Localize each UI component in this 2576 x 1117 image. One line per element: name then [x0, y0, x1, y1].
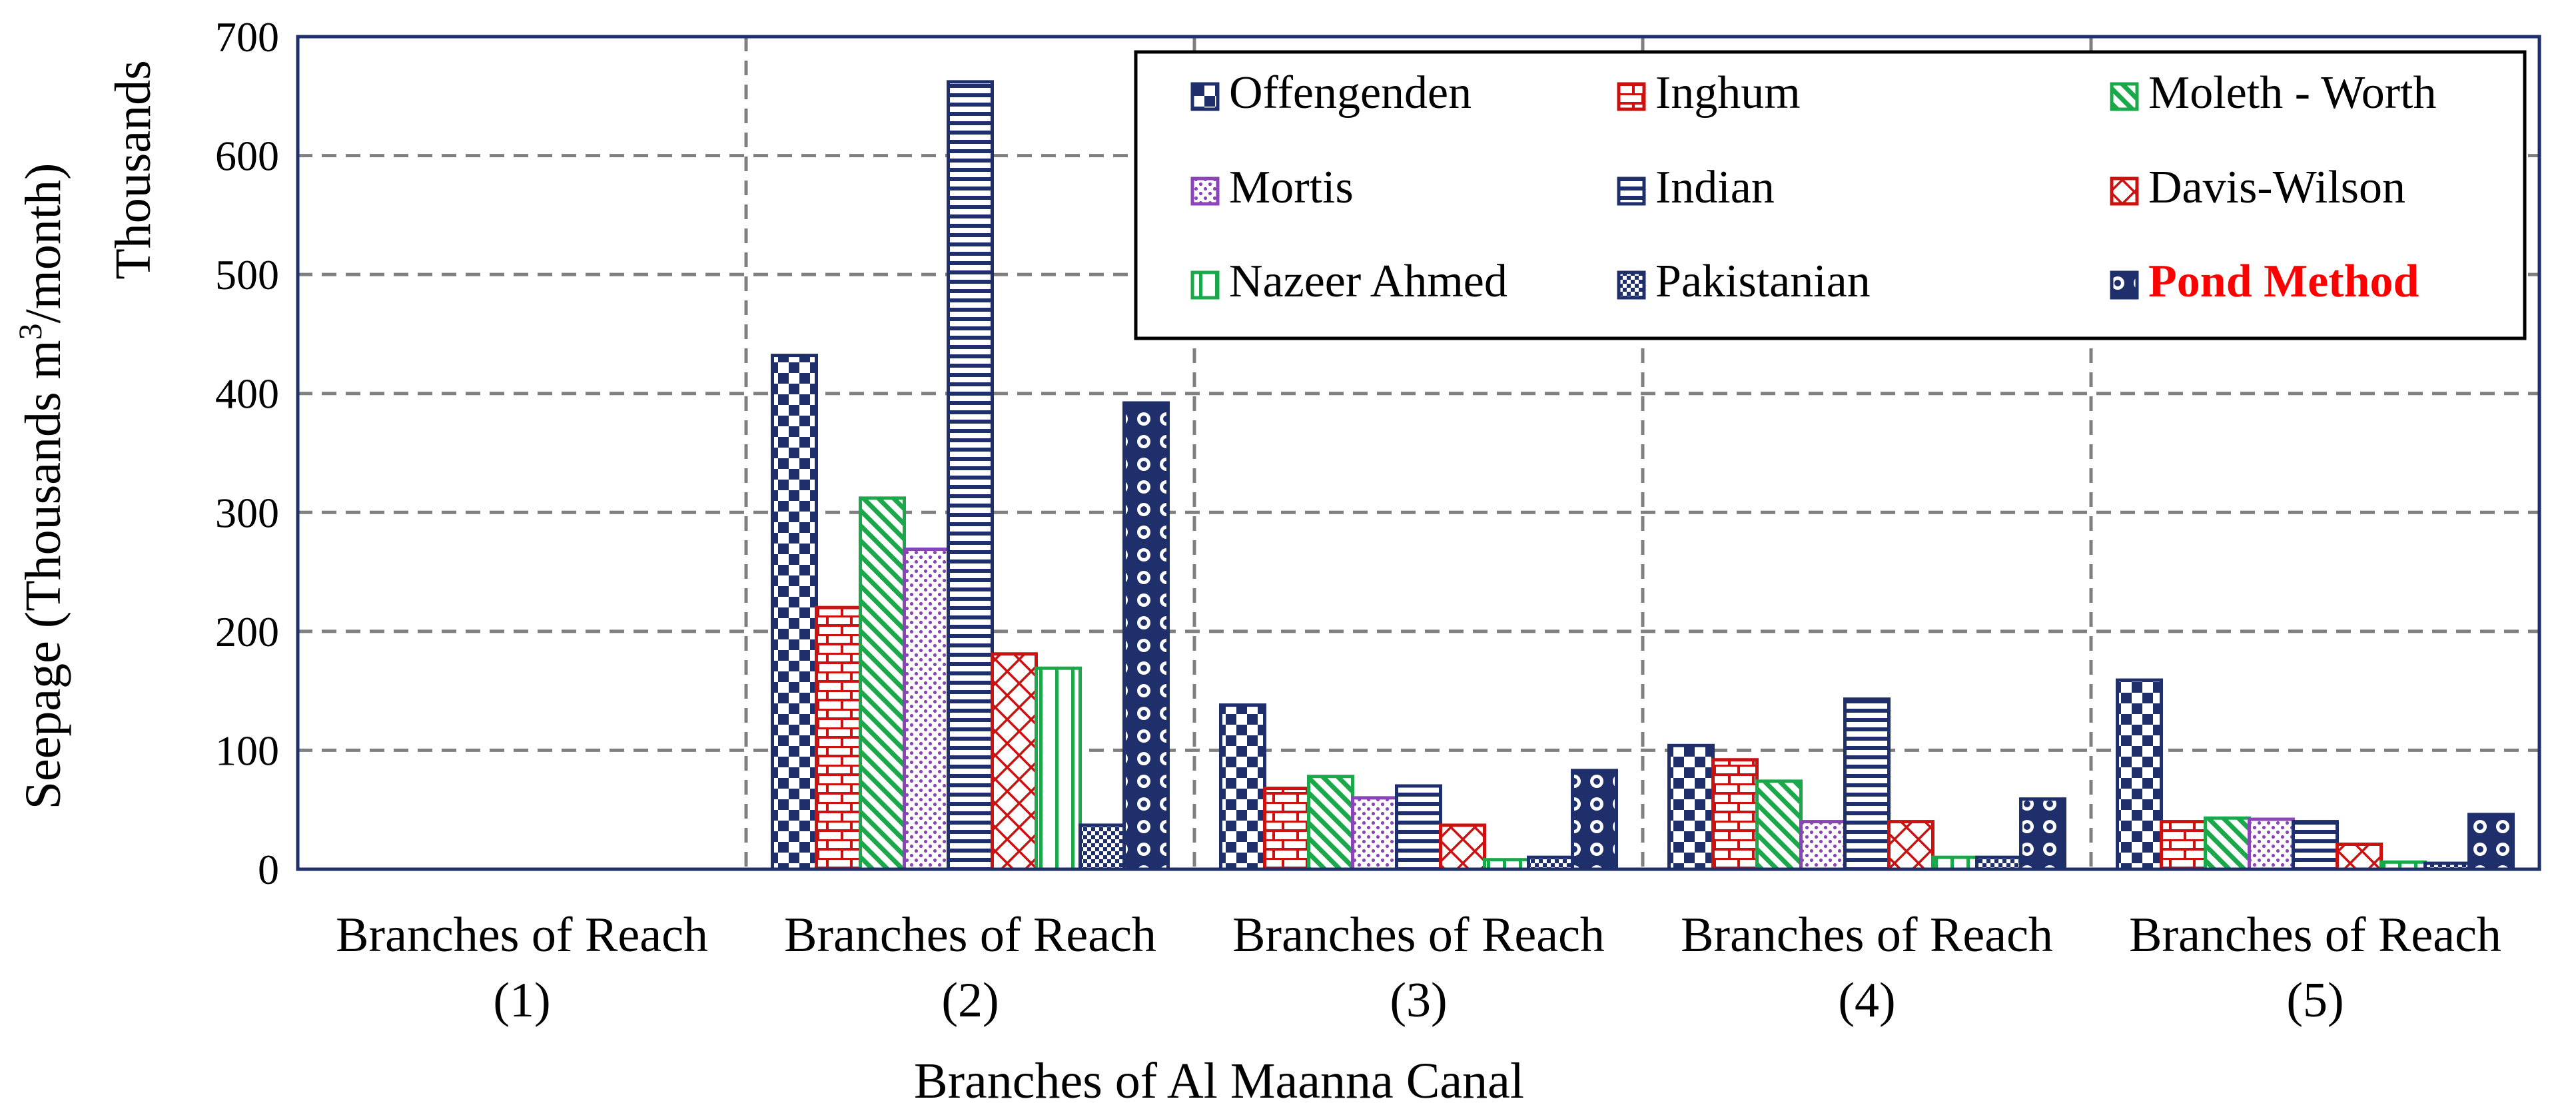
legend-label-moleth-worth: Moleth - Worth	[2148, 67, 2436, 119]
x-axis-title: Branches of Al Maanna Canal	[914, 1053, 1524, 1109]
y-tick-label: 600	[215, 133, 279, 180]
bar-pond-method	[1571, 769, 1618, 871]
legend-label-mortis: Mortis	[1229, 162, 1354, 213]
x-category-number: (1)	[493, 973, 550, 1028]
bar-indian	[2292, 820, 2339, 871]
bar-pond-method	[1122, 401, 1170, 871]
bar-indian	[1843, 697, 1891, 871]
bar-inghum	[2160, 820, 2207, 871]
bar-offengenden	[1219, 703, 1266, 871]
bar-mortis	[1351, 796, 1398, 871]
bar-mortis	[903, 548, 950, 871]
gridlines	[298, 37, 2539, 869]
bar-davis-wilson	[2336, 843, 2383, 871]
legend-swatch-indian	[1617, 177, 1646, 206]
legend-label-offengenden: Offengenden	[1229, 67, 1472, 119]
bar-inghum	[815, 605, 862, 871]
bar-indian	[1395, 784, 1442, 871]
bar-offengenden	[1667, 743, 1715, 871]
bar-moleth-worth	[859, 496, 906, 871]
legend-label-pakistanian: Pakistanian	[1655, 256, 1871, 307]
y-tick-label: 300	[215, 489, 279, 536]
y-unit-label: Thousands	[105, 60, 161, 279]
x-category-label: Branches of Reach	[1681, 908, 2053, 962]
legend-box	[1134, 50, 2527, 340]
bar-offengenden	[771, 354, 818, 871]
y-tick-label: 100	[215, 727, 279, 774]
y-axis-title-superscript: 3	[11, 323, 49, 340]
bar-inghum	[1263, 787, 1310, 871]
y-tick-label: 200	[215, 608, 279, 655]
x-category-number: (4)	[1838, 973, 1895, 1028]
x-category-number: (3)	[1390, 973, 1447, 1028]
legend-swatch-pond-method	[2110, 270, 2139, 300]
x-category-label: Branches of Reach	[2129, 908, 2501, 962]
x-axis-categories: Branches of Reach (1) Branches of Reach (2)…	[336, 908, 2501, 1028]
bar-moleth-worth	[2204, 816, 2251, 871]
legend-swatch-nazeer-ahmed	[1190, 270, 1220, 300]
bar-mortis	[1799, 820, 1847, 871]
bar-pakistanian	[1975, 855, 2022, 871]
y-tick-label: 400	[215, 370, 279, 418]
y-axis-title: Seepage (Thousands m3/month)	[11, 163, 71, 810]
legend-swatch-mortis	[1190, 177, 1220, 206]
bar-pond-method	[2467, 813, 2515, 871]
bar-pond-method	[2019, 797, 2066, 871]
x-category-label: Branches of Reach	[784, 908, 1156, 962]
legend-swatch-moleth-worth	[2110, 82, 2139, 111]
bar-davis-wilson	[991, 652, 1038, 871]
bar-nazeer-ahmed	[1931, 855, 1978, 871]
y-tick-label: 500	[215, 251, 279, 298]
bar-pakistanian	[1527, 855, 1574, 871]
legend-label-nazeer-ahmed: Nazeer Ahmed	[1229, 256, 1507, 307]
legend-label-indian: Indian	[1655, 162, 1775, 213]
legend-swatch-inghum	[1617, 82, 1646, 111]
bar-mortis	[2248, 817, 2295, 871]
bar-davis-wilson	[1887, 820, 1934, 871]
legend-label-pond-method: Pond Method	[2148, 256, 2419, 307]
legend-label-inghum: Inghum	[1655, 67, 1801, 119]
x-category-label: Branches of Reach	[1232, 908, 1605, 962]
bar-moleth-worth	[1307, 775, 1354, 871]
bar-indian	[947, 80, 994, 871]
bar-pakistanian	[1078, 823, 1126, 871]
legend-swatch-offengenden	[1190, 82, 1220, 111]
y-tick-label: 700	[215, 13, 279, 61]
plot-area-frame	[296, 35, 2541, 871]
bar-davis-wilson	[1439, 823, 1486, 871]
bars	[771, 80, 2515, 871]
bar-nazeer-ahmed	[1035, 666, 1082, 871]
x-category-number: (5)	[2286, 973, 2344, 1028]
x-category-label: Branches of Reach	[336, 908, 708, 962]
x-category-number: (2)	[941, 973, 999, 1028]
bar-inghum	[1711, 758, 1759, 871]
legend: Offengenden Inghum Moleth - Worth Mortis Ind…	[1134, 50, 2527, 340]
legend-label-davis-wilson: Davis-Wilson	[2148, 162, 2405, 213]
legend-swatch-davis-wilson	[2110, 177, 2139, 206]
y-tick-label: 0	[258, 846, 279, 893]
bar-offengenden	[2116, 678, 2163, 871]
y-axis-ticks: 0 100 200 300 400 500 600 700	[215, 13, 279, 893]
bar-moleth-worth	[1755, 779, 1803, 871]
legend-swatch-pakistanian	[1617, 270, 1646, 300]
